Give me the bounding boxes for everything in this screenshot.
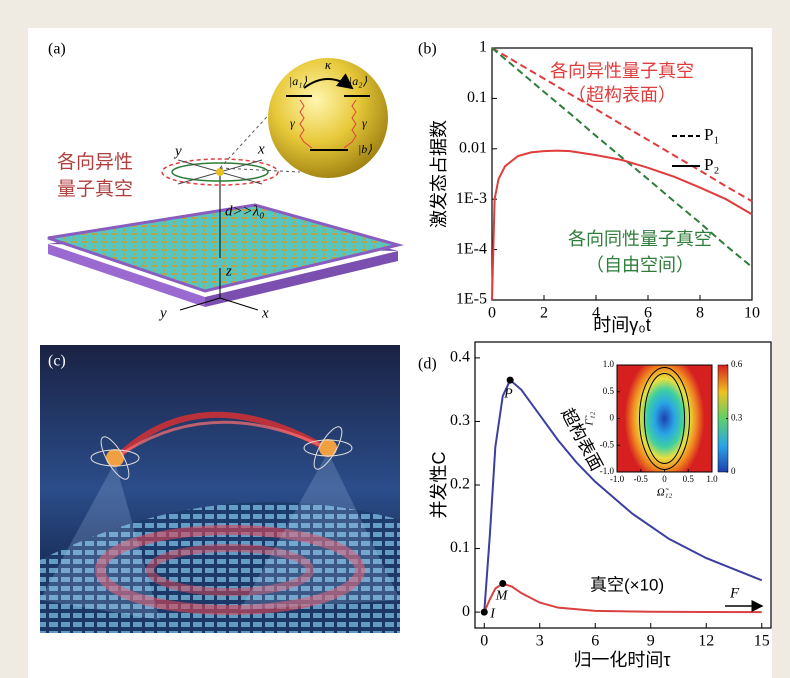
panel-label: (c) <box>48 353 66 370</box>
inset-y-tick-label: 1.0 <box>603 359 615 369</box>
inset-x-tick-label: -0.5 <box>634 474 649 484</box>
zoom-sphere <box>268 58 388 178</box>
title-line: 各向异性 <box>57 151 133 173</box>
y-tick-label: 1E-3 <box>456 190 487 207</box>
atom <box>106 449 124 467</box>
state-label: |a₁⟩ <box>289 74 307 88</box>
y-tick-label: 0.2 <box>450 476 470 493</box>
annotation: （自由空间） <box>586 255 694 275</box>
y-tick-label: 0.1 <box>450 539 470 556</box>
x-tick-label: 3 <box>536 633 544 650</box>
axis-label: y <box>173 143 182 159</box>
inset-x-tick-label: 0.5 <box>683 474 695 484</box>
x-tick-label: 0 <box>480 633 488 650</box>
y-tick-label: 0.3 <box>450 412 470 429</box>
inset-y-tick-label: -0.5 <box>600 439 615 449</box>
panel-label: (d) <box>418 356 437 373</box>
distance-label: d>>λ₀ <box>225 203 264 219</box>
panel-label: (a) <box>48 41 66 58</box>
y-tick-label: 1E-4 <box>456 240 487 257</box>
inset-x-tick-label: 0 <box>662 474 667 484</box>
annotation: 各向同性量子真空 <box>568 229 712 249</box>
colorbar-tick-label: 0.6 <box>731 359 743 369</box>
point-label: M <box>495 589 509 604</box>
y-tick-label: 0 <box>462 603 470 620</box>
point-label: P <box>503 386 513 401</box>
legend-label: P₂ <box>704 155 719 174</box>
atom <box>319 439 337 457</box>
axis-label: x <box>261 305 269 321</box>
y-tick-label: 0.4 <box>450 349 470 366</box>
x-axis-label: 时间γ₀t <box>593 315 650 335</box>
y-tick-label: 0.01 <box>459 139 487 156</box>
key-point <box>507 377 514 384</box>
decay-label: γ <box>362 116 367 130</box>
x-tick-label: 9 <box>647 633 655 650</box>
state-label: |b⟩ <box>358 142 372 156</box>
decay-label: γ <box>290 116 295 130</box>
inset-y-label: Γ̃₁₂ <box>584 411 596 426</box>
legend-label: P₁ <box>704 125 719 144</box>
inset-x-label: Ω̃₁₂ <box>657 487 673 499</box>
inset-x-tick-label: 1.0 <box>706 474 718 484</box>
annotation: （超构表面） <box>568 85 676 105</box>
inset-y-tick-label: -1.0 <box>600 466 615 476</box>
atom <box>216 168 224 176</box>
colorbar-tick-label: 0 <box>731 466 736 476</box>
y-axis-label: 并发性C <box>429 452 449 519</box>
title-line: 量子真空 <box>57 178 133 200</box>
x-tick-label: 10 <box>744 305 760 322</box>
y-tick-label: 0.1 <box>467 89 487 106</box>
x-tick-label: 15 <box>754 633 770 650</box>
x-tick-label: 6 <box>591 633 599 650</box>
axis-label: z <box>225 263 232 279</box>
inset-y-tick-label: 0.5 <box>603 386 615 396</box>
state-label: |a₂⟩ <box>349 74 367 88</box>
axis-label: y <box>158 305 167 321</box>
inset-y-tick-label: 0 <box>610 413 615 423</box>
series-label: 真空(×10) <box>590 575 664 594</box>
x-tick-label: 2 <box>540 305 548 322</box>
colorbar-tick-label: 0.3 <box>731 413 743 423</box>
axis-label: x <box>257 141 265 157</box>
panel-label: (b) <box>418 41 437 58</box>
page: {"panels": { "a": {"label": "(a)", "titl… <box>0 0 790 678</box>
x-axis-label: 归一化时间τ <box>573 650 670 670</box>
x-tick-label: 0 <box>488 305 496 322</box>
y-axis-label: 激发态占据数 <box>429 120 449 228</box>
key-point <box>499 580 506 587</box>
coupling-label: κ <box>325 57 332 72</box>
x-tick-label: 8 <box>696 305 704 322</box>
panel-c: (c) <box>40 345 400 633</box>
arrow-label: F <box>729 585 740 601</box>
key-point <box>481 609 488 616</box>
x-tick-label: 12 <box>698 633 714 650</box>
y-tick-label: 1E-5 <box>456 291 487 308</box>
annotation: 各向异性量子真空 <box>550 61 694 81</box>
y-tick-label: 1 <box>479 39 487 56</box>
heatmap <box>617 365 712 472</box>
figure: (a) |a₁⟩ |a₂⟩ |b⟩ κ γ γ 各向异性 量子真空 y x d>… <box>0 0 790 678</box>
